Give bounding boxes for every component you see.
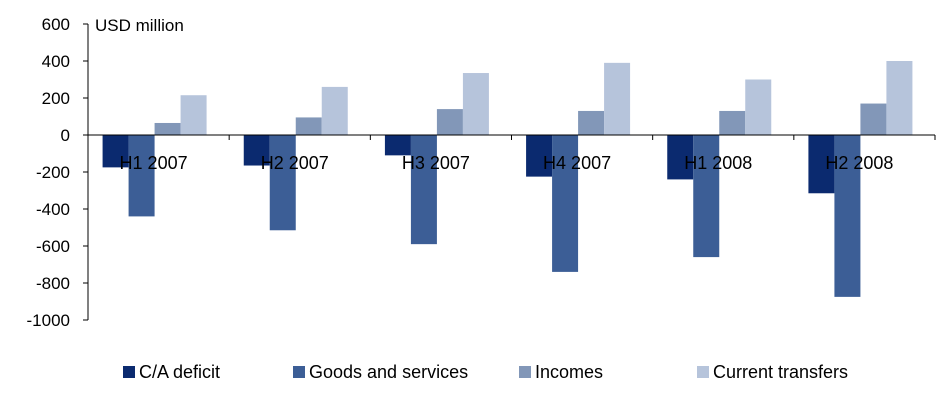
legend-swatch — [293, 366, 305, 378]
bar-1-4 — [526, 135, 553, 177]
legend-label: C/A deficit — [139, 362, 220, 382]
legend-label: Incomes — [535, 362, 603, 382]
bar-2-2 — [269, 135, 296, 231]
bar-2-6 — [834, 135, 861, 297]
legend-swatch — [123, 366, 135, 378]
x-tick-label: H2 2008 — [825, 153, 893, 173]
axis-layer — [83, 23, 89, 321]
bar-2-4 — [552, 135, 579, 272]
bar-2-3 — [410, 135, 437, 245]
bar-4-1 — [180, 95, 207, 135]
x-tick-label: H3 2007 — [402, 153, 470, 173]
x-tick-label: H1 2008 — [684, 153, 752, 173]
legend: C/A deficit Goods and services Incomes Curr… — [123, 362, 848, 382]
bar-4-4 — [604, 62, 631, 135]
bar-1-1 — [102, 135, 129, 168]
bar-1-2 — [243, 135, 270, 166]
y-tick-label: -800 — [36, 274, 70, 293]
bar-3-6 — [860, 103, 887, 135]
bar-layer — [102, 61, 913, 297]
legend-swatch — [519, 366, 531, 378]
bar-4-5 — [745, 79, 772, 135]
y-tick-label: 600 — [42, 15, 70, 34]
bar-4-3 — [462, 73, 489, 135]
bar-2-5 — [693, 135, 720, 258]
y-tick-label: -400 — [36, 200, 70, 219]
bar-3-3 — [436, 109, 463, 135]
unit-label: USD million — [95, 16, 184, 35]
bar-1-3 — [384, 135, 411, 156]
y-tick-label: 0 — [61, 126, 70, 145]
legend-label: Goods and services — [309, 362, 468, 382]
legend-label: Current transfers — [713, 362, 848, 382]
bar-4-6 — [886, 61, 913, 135]
bar-1-6 — [808, 135, 835, 194]
y-tick-label: -1000 — [27, 311, 70, 330]
bar-3-2 — [295, 117, 322, 135]
bar-3-5 — [719, 110, 746, 135]
x-tick-label: H2 2007 — [261, 153, 329, 173]
y-tick-label: 400 — [42, 52, 70, 71]
label-layer: 600 400 200 0 -200 -400 -600 -800 -1000 USD milli… — [27, 15, 936, 330]
bar-4-2 — [321, 86, 348, 135]
y-tick-label: -600 — [36, 237, 70, 256]
bar-3-1 — [154, 122, 181, 135]
bar-3-4 — [578, 110, 605, 135]
bar-2-1 — [128, 135, 155, 217]
legend-swatch — [697, 366, 709, 378]
y-tick-label: 200 — [42, 89, 70, 108]
y-tick-label: -200 — [36, 163, 70, 182]
x-tick-label: H4 2007 — [543, 153, 611, 173]
x-tick-label: H1 2007 — [120, 153, 188, 173]
bar-1-5 — [667, 135, 694, 180]
